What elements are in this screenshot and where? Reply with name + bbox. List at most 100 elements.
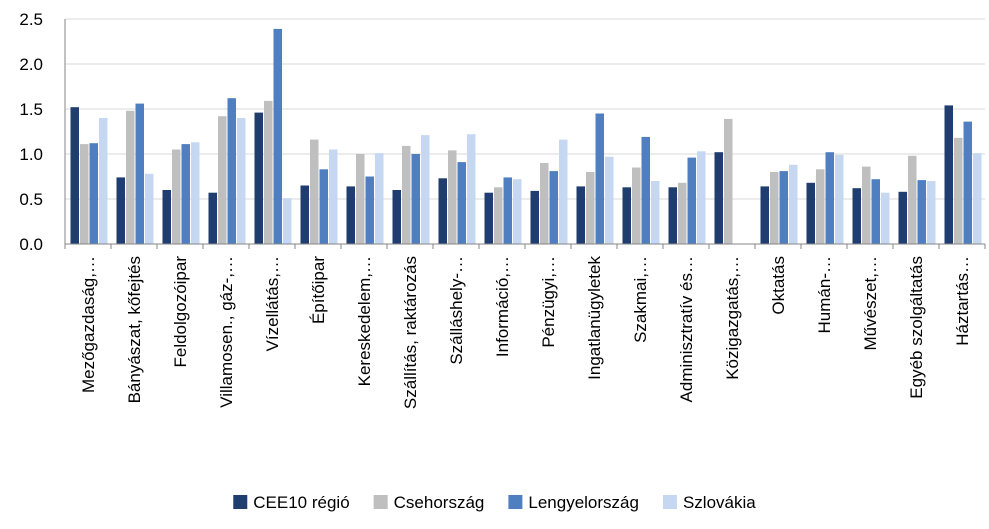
bar bbox=[254, 112, 263, 244]
bar bbox=[227, 98, 236, 244]
x-category-label: Bányászat, kőfejtés bbox=[125, 256, 144, 403]
bar bbox=[503, 177, 512, 244]
bar bbox=[181, 144, 190, 244]
bar bbox=[99, 118, 108, 244]
legend-swatch bbox=[662, 495, 677, 509]
x-category-label: Szakmai,… bbox=[631, 256, 650, 343]
bar bbox=[927, 181, 936, 244]
bar bbox=[365, 176, 374, 244]
bar bbox=[724, 118, 733, 244]
bar bbox=[816, 169, 825, 244]
x-category-label: Művészet,… bbox=[861, 256, 880, 350]
x-category-label: Pénzügyi,… bbox=[539, 256, 558, 348]
bar bbox=[908, 155, 917, 244]
legend: CEE10 régió Csehország Lengyelország Szlová… bbox=[233, 493, 756, 512]
legend-item: Szlovákia bbox=[662, 493, 756, 512]
bar bbox=[586, 172, 595, 244]
x-category-label: Ingatlanügyletek bbox=[585, 256, 604, 380]
x-category-label: Humán-… bbox=[815, 256, 834, 333]
x-category-label: Szálláshely-… bbox=[447, 256, 466, 365]
bar bbox=[264, 100, 273, 245]
bar bbox=[438, 178, 447, 244]
bar bbox=[484, 192, 493, 244]
bar bbox=[954, 137, 963, 244]
bar bbox=[559, 139, 568, 244]
bar bbox=[963, 121, 972, 244]
bar bbox=[540, 163, 549, 244]
axes bbox=[64, 19, 986, 249]
y-tick-label: 0.0 bbox=[19, 235, 43, 254]
bar bbox=[273, 28, 282, 245]
bar bbox=[687, 157, 696, 244]
legend-label: Csehország bbox=[394, 493, 485, 512]
bar bbox=[852, 188, 861, 244]
x-category-label: Adminisztratív és… bbox=[677, 256, 696, 402]
bar bbox=[237, 118, 246, 244]
bar bbox=[871, 179, 880, 244]
bar bbox=[89, 143, 98, 244]
bar bbox=[310, 139, 319, 244]
bar bbox=[172, 149, 181, 244]
bar bbox=[973, 153, 982, 244]
bar bbox=[457, 162, 466, 244]
bar bbox=[760, 186, 769, 244]
bar bbox=[126, 110, 135, 244]
bar bbox=[300, 185, 309, 244]
x-category-labels: Mezőgazdaság,… Bányászat, kőfejtés Feldolg… bbox=[79, 256, 972, 410]
x-category-label: Mezőgazdaság,… bbox=[79, 256, 98, 393]
bar bbox=[595, 113, 604, 244]
bar bbox=[622, 187, 631, 244]
bar bbox=[944, 105, 953, 245]
y-tick-labels: 0.0 0.5 1.0 1.5 2.0 2.5 bbox=[19, 10, 43, 254]
legend-swatch bbox=[508, 495, 523, 509]
bar bbox=[605, 156, 614, 244]
y-tick-label: 0.5 bbox=[19, 190, 43, 209]
bar bbox=[641, 136, 650, 244]
bar bbox=[513, 179, 522, 244]
legend-label: CEE10 régió bbox=[253, 493, 349, 512]
bar bbox=[80, 144, 89, 244]
bar bbox=[632, 167, 641, 244]
bars bbox=[70, 28, 982, 245]
bar bbox=[789, 164, 798, 244]
bar bbox=[806, 182, 815, 244]
x-category-label: Villamosen., gáz-,… bbox=[217, 256, 236, 408]
legend-swatch bbox=[233, 495, 248, 509]
bar bbox=[145, 173, 154, 244]
bar bbox=[576, 186, 585, 244]
x-category-label: Szállítás, raktározás bbox=[401, 256, 420, 409]
bar bbox=[779, 171, 788, 244]
bar bbox=[411, 154, 420, 244]
y-tick-label: 2.0 bbox=[19, 55, 43, 74]
x-category-label: Oktatás bbox=[769, 256, 788, 315]
legend-item: Lengyelország bbox=[508, 493, 639, 512]
bar bbox=[329, 149, 338, 244]
bar bbox=[697, 151, 706, 244]
x-category-label: Információ,… bbox=[493, 256, 512, 357]
bar bbox=[835, 154, 844, 244]
bar bbox=[402, 145, 411, 244]
bar bbox=[116, 177, 125, 244]
bar bbox=[356, 154, 365, 244]
bar bbox=[218, 116, 227, 244]
legend-label: Lengyelország bbox=[528, 493, 639, 512]
bar bbox=[346, 186, 355, 244]
bar bbox=[135, 103, 144, 244]
bar bbox=[162, 190, 171, 244]
bar bbox=[651, 181, 660, 244]
x-category-label: Feldolgozóipar bbox=[171, 256, 190, 368]
y-tick-label: 1.5 bbox=[19, 100, 43, 119]
bar bbox=[283, 198, 292, 244]
legend-item: CEE10 régió bbox=[233, 493, 350, 512]
bar bbox=[421, 135, 430, 244]
y-tick-label: 2.5 bbox=[19, 10, 43, 29]
bar bbox=[917, 180, 926, 244]
legend-label: Szlovákia bbox=[683, 493, 756, 512]
x-category-label: Egyéb szolgáltatás bbox=[907, 256, 926, 399]
x-category-label: Vízellátás,… bbox=[263, 256, 282, 351]
bar bbox=[678, 182, 687, 244]
x-category-label: Háztartás… bbox=[953, 256, 972, 346]
bar bbox=[70, 107, 79, 244]
